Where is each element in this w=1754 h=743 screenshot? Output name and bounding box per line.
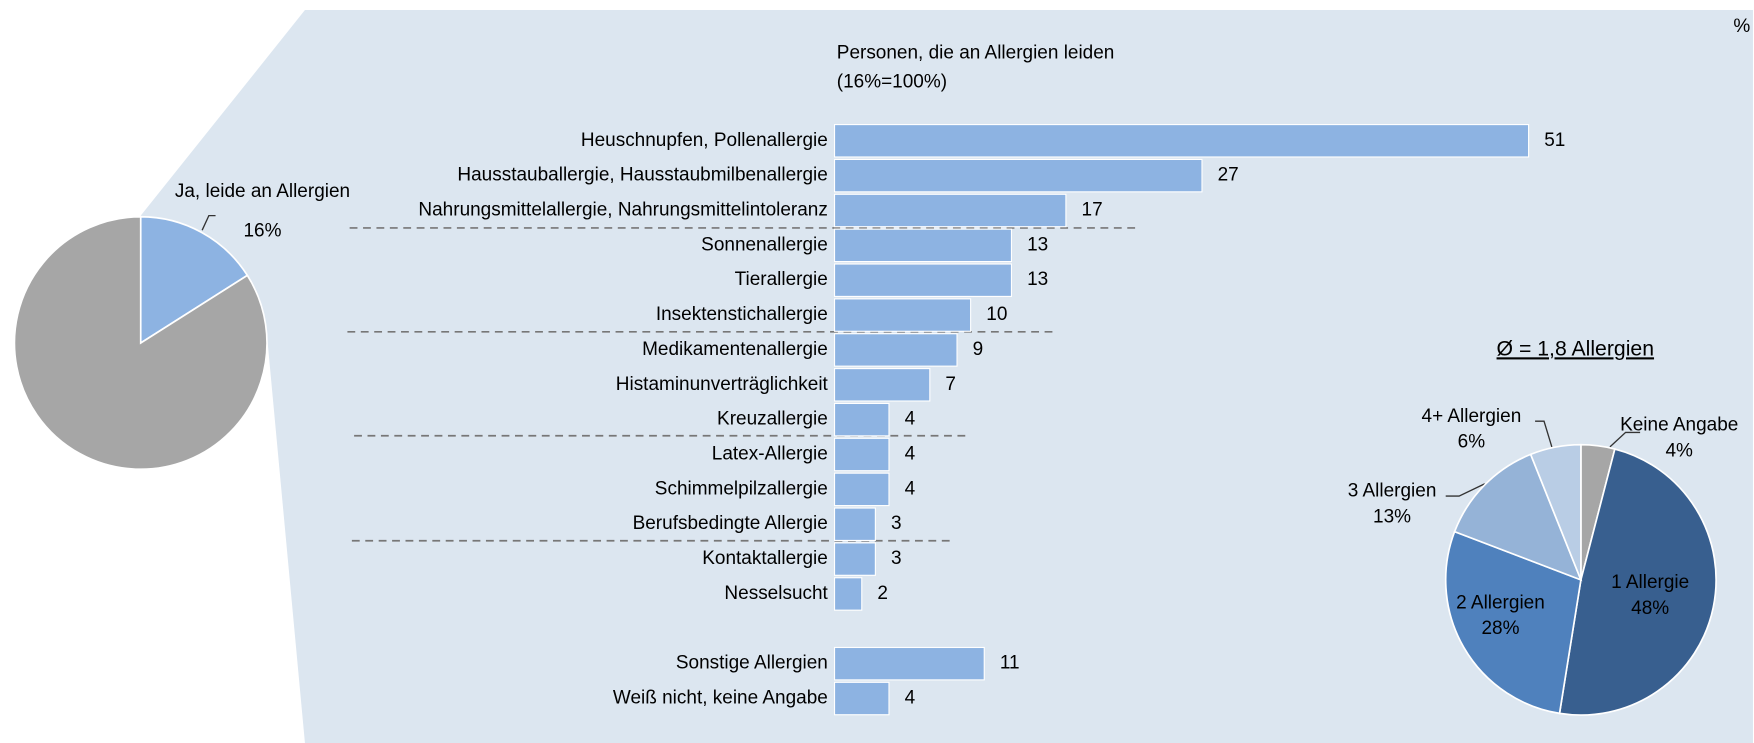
category-label: Nesselsucht [724, 583, 828, 604]
slice-label: 4+ Allergien [1422, 406, 1522, 427]
value-label: 11 [1000, 653, 1020, 674]
value-label: 10 [986, 304, 1007, 325]
leader-line [1445, 483, 1486, 497]
bar [833, 333, 958, 367]
slice-value: 6% [1458, 431, 1486, 452]
value-label: 3 [891, 548, 902, 569]
bar [833, 298, 972, 332]
value-label: 7 [945, 374, 956, 395]
pie-slice [139, 215, 249, 345]
slice-label: 3 Allergien [1348, 481, 1437, 502]
value-label: 3 [891, 513, 902, 534]
slice-label: 2 Allergien [1456, 592, 1545, 613]
category-label: Nahrungsmittelallergie, Nahrungsmittelin… [418, 200, 827, 221]
slice-value: 13% [1373, 506, 1411, 527]
category-label: Schimmelpilzallergie [655, 478, 828, 499]
value-label: 4 [905, 478, 916, 499]
chart-title: Personen, die an Allergien leiden [837, 43, 1115, 64]
pie-slice [1453, 453, 1583, 582]
bar [833, 542, 876, 576]
category-label: Sonstige Allergien [676, 653, 828, 674]
background-panel [140, 10, 1753, 743]
category-label: Histaminunverträglichkeit [616, 374, 829, 395]
category-label: Kreuzallergie [717, 409, 828, 430]
category-label: Latex-Allergie [712, 444, 828, 465]
bar [833, 402, 890, 437]
bar [833, 472, 890, 507]
value-label: 13 [1027, 234, 1048, 255]
bar [833, 507, 876, 541]
pie-slice [1529, 443, 1582, 581]
value-label: 51 [1544, 130, 1565, 151]
leader-lines [201, 214, 1641, 497]
value-label: 17 [1082, 200, 1103, 221]
bar [833, 158, 1203, 193]
category-label: Heuschnupfen, Pollenallergie [581, 130, 828, 151]
value-label: 9 [973, 339, 984, 360]
slice-value: 16% [243, 220, 281, 241]
pie-slice [1558, 447, 1717, 716]
bar [833, 577, 863, 611]
bar [833, 228, 1013, 263]
leader-line [1535, 420, 1553, 448]
pie-slice [13, 215, 268, 471]
leader-line [201, 214, 216, 231]
slice-label: Keine Angabe [1620, 415, 1738, 436]
value-label: 4 [905, 688, 916, 709]
slice-label: Ja, leide an Allergien [175, 181, 350, 202]
value-label: 27 [1218, 165, 1239, 186]
bar [833, 263, 1013, 297]
slice-value: 4% [1665, 440, 1693, 461]
category-label: Tierallergie [735, 269, 828, 290]
bar [833, 681, 890, 716]
value-label: 13 [1027, 269, 1048, 290]
category-label: Kontaktallergie [702, 548, 828, 569]
category-label: Hausstauballergie, Hausstaubmilbenallerg… [457, 165, 827, 186]
category-label: Insektenstichallergie [656, 304, 828, 325]
bar [833, 368, 931, 402]
bar [833, 646, 985, 681]
bar [833, 437, 890, 472]
category-label: Medikamentenallergie [642, 339, 828, 360]
value-label: 4 [905, 409, 916, 430]
slice-value: 28% [1481, 618, 1519, 639]
unit-label: % [1733, 16, 1750, 37]
category-label: Berufsbedingte Allergie [633, 513, 828, 534]
bar [833, 193, 1067, 228]
slice-label: 1 Allergie [1611, 572, 1689, 593]
pie-slice [1444, 530, 1582, 715]
category-label: Sonnenallergie [701, 234, 828, 255]
value-label: 4 [905, 444, 916, 465]
pie-title: Ø = 1,8 Allergien [1497, 337, 1654, 360]
slice-value: 48% [1631, 598, 1669, 619]
leader-line [1609, 431, 1641, 448]
bar [833, 124, 1530, 158]
chart-subtitle: (16%=100%) [837, 72, 947, 93]
category-label: Weiß nicht, keine Angabe [613, 688, 828, 709]
value-label: 2 [877, 583, 888, 604]
